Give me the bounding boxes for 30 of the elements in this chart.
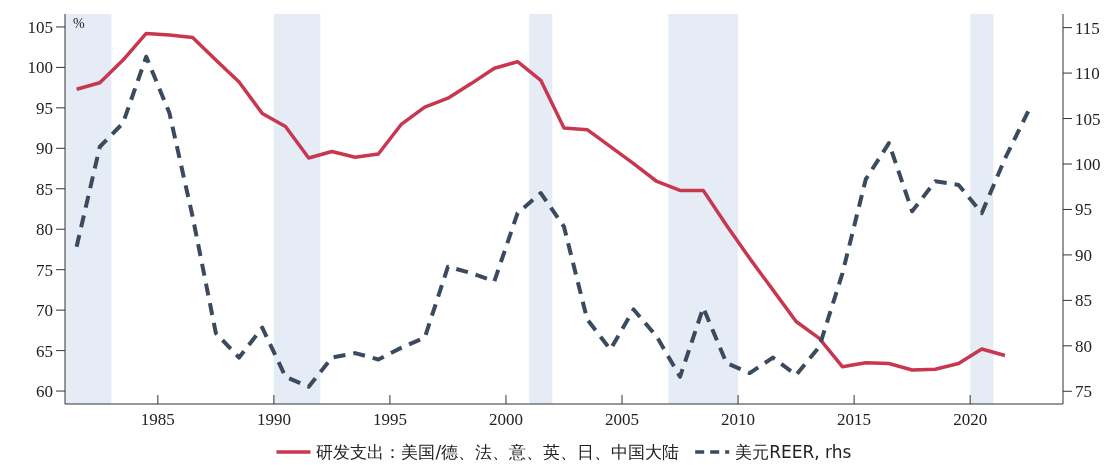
y2-tick-label: 90: [1075, 245, 1092, 265]
y-tick-label: 70: [36, 301, 53, 321]
legend-label: 美元REER, rhs: [735, 442, 852, 462]
x-tick-label: 2010: [721, 410, 756, 429]
y2-tick-label: 95: [1075, 200, 1092, 220]
y2-tick-label: 100: [1075, 155, 1101, 174]
y2-tick-label: 85: [1075, 291, 1092, 311]
y-tick-label: 105: [27, 17, 53, 37]
y-tick-label: 90: [36, 139, 53, 159]
y-tick-label: 65: [36, 341, 53, 361]
x-tick-label: 2000: [488, 410, 523, 429]
y2-tick-label: 110: [1075, 64, 1100, 84]
x-tick-label: 1985: [140, 410, 175, 429]
y-tick-label: 60: [36, 382, 53, 402]
y2-tick-label: 75: [1075, 382, 1092, 402]
y-tick-label: 100: [27, 58, 53, 78]
annotation: %: [73, 16, 85, 31]
legend-label: 研发支出：美国/德、法、意、英、日、中国大陆: [316, 442, 680, 462]
x-tick-label: 2015: [837, 410, 872, 429]
x-tick-label: 1990: [256, 410, 291, 429]
y-tick-label: 85: [36, 179, 53, 199]
y-tick-label: 95: [36, 98, 53, 118]
x-tick-label: 2005: [605, 410, 640, 429]
y2-tick-label: 115: [1075, 18, 1100, 38]
y2-tick-label: 105: [1075, 109, 1101, 129]
x-tick-label: 2020: [953, 410, 988, 429]
y-tick-label: 75: [36, 260, 53, 280]
y2-tick-label: 80: [1075, 336, 1092, 356]
x-tick-label: 1995: [372, 410, 407, 429]
y-tick-label: 80: [36, 220, 53, 240]
